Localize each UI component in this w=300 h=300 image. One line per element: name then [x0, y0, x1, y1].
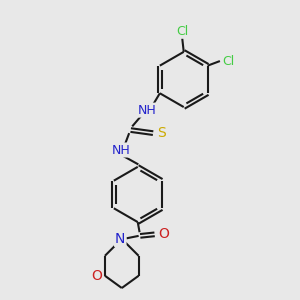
- Text: NH: NH: [112, 143, 131, 157]
- Text: NH: NH: [138, 103, 157, 117]
- Text: S: S: [157, 126, 166, 140]
- Text: O: O: [158, 227, 169, 241]
- Text: N: N: [115, 232, 125, 246]
- Text: Cl: Cl: [176, 25, 188, 38]
- Text: O: O: [91, 269, 102, 283]
- Text: Cl: Cl: [222, 55, 234, 68]
